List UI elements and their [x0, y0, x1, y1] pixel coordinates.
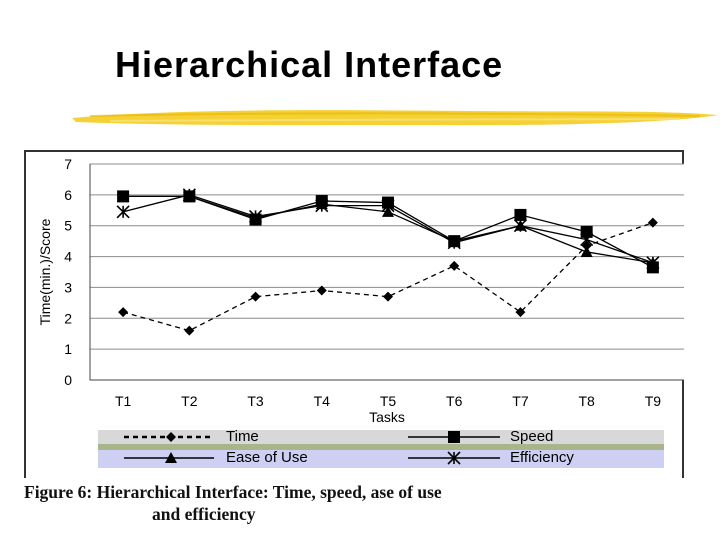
y-tick-label: 5	[64, 218, 72, 234]
line-chart: 0 1 2 3 4 5 6 7 T1 T2 T3 T4 T5 T6 T7 T8 T9 Time(min.)/Sc…	[37, 156, 684, 468]
data-point-efficiency	[646, 256, 660, 270]
data-point-speed	[580, 225, 593, 238]
legend-entry-time: Time	[124, 428, 259, 445]
legend-label: Efficiency	[510, 449, 574, 466]
legend-label: Ease of Use	[226, 449, 308, 466]
data-point-ease-of-use	[580, 245, 593, 257]
data-point-ease-of-use	[117, 190, 130, 202]
data-point-efficiency	[381, 199, 395, 213]
legend-band-bottom	[98, 450, 664, 468]
data-point-efficiency	[513, 219, 528, 233]
data-point-time	[515, 307, 526, 318]
data-point-efficiency	[580, 233, 594, 247]
legend-band-top	[98, 430, 664, 444]
x-tick-label: T5	[380, 393, 397, 409]
x-tick-label: T6	[446, 393, 463, 409]
axes: 0 1 2 3 4 5 6 7 T1 T2 T3 T4 T5 T6 T7 T8 T9	[64, 156, 684, 409]
data-point-efficiency	[116, 205, 130, 219]
y-tick-label: 3	[64, 279, 72, 295]
caption-line-2: and efficiency	[152, 504, 256, 524]
figure-caption: Figure 6: Hierarchical Interface: Time, …	[24, 481, 714, 525]
x-tick-label: T9	[645, 393, 662, 409]
y-tick-label: 0	[64, 372, 72, 388]
data-point-time	[118, 307, 129, 318]
data-point-efficiency	[315, 199, 329, 213]
legend-entry-efficiency: Efficiency	[408, 449, 574, 466]
legend-marker	[448, 431, 460, 443]
data-point-time	[184, 325, 195, 336]
y-tick-label: 6	[64, 187, 72, 203]
series	[116, 188, 660, 336]
legend-marker	[165, 452, 177, 463]
data-point-efficiency	[182, 188, 196, 202]
x-axis-title: Tasks	[369, 409, 405, 425]
data-point-time	[383, 291, 393, 302]
data-point-time	[449, 260, 460, 271]
legend-band-mid	[98, 444, 664, 450]
data-point-speed	[514, 208, 527, 221]
series-time	[118, 217, 658, 336]
y-tick-label: 7	[64, 156, 72, 172]
legend: Time Speed Ease of Use Efficiency	[98, 428, 664, 468]
x-tick-label: T8	[578, 393, 595, 409]
y-tick-label: 4	[64, 249, 72, 265]
data-point-time	[581, 240, 592, 251]
legend-label: Speed	[510, 428, 553, 445]
slide-title: Hierarchical Interface	[115, 44, 504, 85]
legend-marker	[166, 432, 176, 442]
legend-entry-speed: Speed	[408, 428, 553, 445]
x-tick-label: T3	[247, 393, 264, 409]
caption-line-1: Figure 6: Hierarchical Interface: Time, …	[24, 482, 442, 502]
data-point-time	[250, 291, 261, 302]
series-efficiency	[116, 188, 660, 270]
data-point-time	[647, 217, 658, 228]
legend-marker	[447, 451, 461, 465]
brushstroke-streak	[89, 112, 701, 117]
y-tick-label: 2	[64, 310, 72, 326]
y-axis-title: Time(min.)/Score	[37, 218, 53, 325]
y-tick-label: 1	[64, 341, 72, 357]
legend-entry-ease-of-use: Ease of Use	[124, 449, 308, 466]
x-tick-label: T1	[115, 393, 132, 409]
x-tick-label: T2	[181, 393, 198, 409]
series-line-time	[122, 222, 654, 332]
brushstroke-streak	[109, 118, 681, 122]
legend-label: Time	[226, 428, 259, 445]
data-point-efficiency	[248, 209, 263, 224]
data-point-time	[316, 285, 327, 296]
title-underline-brushstroke	[72, 110, 718, 126]
data-point-efficiency	[447, 236, 461, 250]
x-tick-label: T7	[512, 393, 529, 409]
x-tick-label: T4	[314, 393, 331, 409]
